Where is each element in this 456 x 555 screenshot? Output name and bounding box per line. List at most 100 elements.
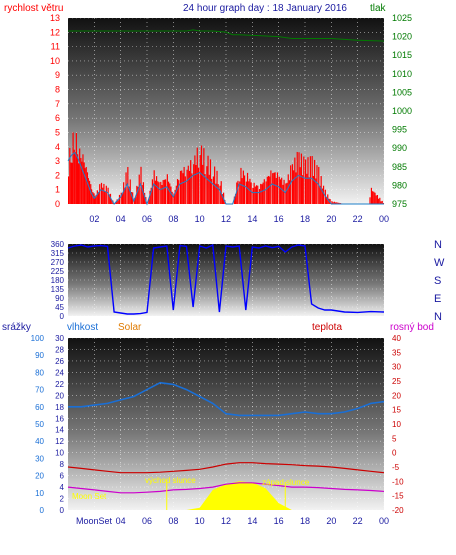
- wind-bar: [182, 173, 184, 204]
- wind-bar: [130, 192, 133, 204]
- wind-bar: [245, 181, 247, 204]
- x-tick-label: 06: [142, 516, 152, 526]
- wind-bar: [133, 198, 136, 204]
- wind-bar: [178, 180, 180, 204]
- wind-bar: [311, 156, 313, 204]
- wind-bar: [217, 184, 219, 204]
- wind-bar: [319, 185, 321, 204]
- temp-tick-label: 0: [392, 449, 397, 458]
- wind-bar: [184, 176, 186, 204]
- y-tick-label: 16: [55, 414, 64, 423]
- wind-bar: [86, 172, 89, 204]
- wind-bar: [138, 174, 140, 204]
- wind-bar: [148, 199, 150, 204]
- wind-panel: 0123456789101112139759809859909951000100…: [4, 3, 412, 224]
- wind-bar: [206, 166, 208, 204]
- wind-bar: [338, 202, 340, 204]
- humidity-line: [68, 381, 385, 417]
- wind-bar: [382, 202, 385, 204]
- wind-bar: [316, 165, 318, 204]
- wind-bar: [164, 179, 167, 204]
- sunset-label: západ slunce: [262, 478, 310, 487]
- y-tick-label: 12: [50, 27, 60, 37]
- rain-tick-label: 40: [35, 437, 44, 446]
- wind-bar: [274, 172, 276, 204]
- wind-bar: [221, 194, 224, 204]
- solar-area: [68, 481, 384, 510]
- compass-label: E: [434, 293, 441, 305]
- y-tick-label: 270: [51, 258, 65, 267]
- y-tick-label: 2: [55, 170, 60, 180]
- wind-bar: [150, 187, 152, 204]
- y-tick-label-right: 1025: [392, 13, 412, 23]
- wind-bar: [309, 156, 311, 204]
- y-tick-label-right: 1000: [392, 106, 412, 116]
- wind-bar: [170, 186, 172, 204]
- x-tick-label: 02: [89, 214, 99, 224]
- y-tick-label: 6: [55, 113, 60, 123]
- wind-bar: [303, 156, 305, 204]
- wind-bar: [194, 155, 196, 204]
- temp-tick-label: 20: [392, 391, 401, 400]
- y-tick-label: 180: [51, 276, 65, 285]
- wind-bar: [90, 184, 92, 204]
- y-tick-label-right: 980: [392, 180, 407, 190]
- rain-tick-label: 20: [35, 472, 44, 481]
- wind-bar: [68, 176, 70, 204]
- wind-bar: [169, 183, 171, 204]
- wind-bar: [123, 182, 125, 204]
- wind-bar: [204, 174, 206, 204]
- x-tick-label: 10: [195, 214, 205, 224]
- y-tick-label: 90: [55, 294, 64, 303]
- wind-bar: [153, 170, 155, 204]
- wind-bar: [173, 193, 175, 204]
- wind-bar: [298, 152, 300, 204]
- wind-bar: [291, 164, 294, 204]
- y-tick-label: 2: [60, 495, 65, 504]
- wind-bar: [373, 191, 375, 204]
- wind-bar: [125, 172, 127, 204]
- y-tick-label: 4: [55, 142, 60, 152]
- pressure-line: [68, 29, 385, 42]
- wind-bar: [273, 172, 275, 204]
- wind-bar: [285, 183, 287, 204]
- wind-bar: [379, 197, 381, 204]
- wind-bar: [370, 187, 373, 204]
- wind-bar: [267, 175, 270, 204]
- wind-bar: [167, 181, 170, 204]
- wind-bar: [276, 172, 279, 204]
- x-tick-label: 06: [142, 214, 152, 224]
- wind-bar: [74, 152, 76, 204]
- wind-bar: [378, 198, 380, 204]
- wind-bar: [287, 174, 289, 204]
- x-tick-label: 10: [195, 516, 205, 526]
- wind-bar: [151, 179, 153, 204]
- wind-bar: [331, 201, 333, 204]
- x-tick-label: 14: [247, 516, 257, 526]
- wind-bar: [137, 186, 139, 204]
- wind-bar: [296, 151, 298, 204]
- y-tick-label: 0: [55, 199, 60, 209]
- x-tick-label: 04: [116, 214, 126, 224]
- wind-bar: [376, 194, 379, 204]
- wind-bar: [154, 180, 156, 204]
- compass-label: N: [434, 239, 442, 251]
- wind-bar: [333, 201, 335, 204]
- wind-bar: [261, 184, 263, 204]
- y-tick-label: 360: [51, 240, 65, 249]
- wind-bar: [381, 200, 383, 204]
- wind-bar: [293, 170, 295, 204]
- temp-tick-label: 10: [392, 420, 401, 429]
- compass-label: W: [434, 257, 445, 269]
- wind-bar: [161, 184, 163, 204]
- x-tick-label: 04: [116, 516, 126, 526]
- y-tick-label: 0: [60, 506, 65, 515]
- wind-bar: [166, 174, 168, 204]
- temp-tick-label: 5: [392, 434, 397, 443]
- x-tick-label: 00: [379, 214, 389, 224]
- wind-bar: [85, 167, 87, 204]
- wind-bar: [369, 197, 371, 204]
- wind-bar: [109, 193, 112, 204]
- rain-tick-label: 100: [31, 334, 45, 343]
